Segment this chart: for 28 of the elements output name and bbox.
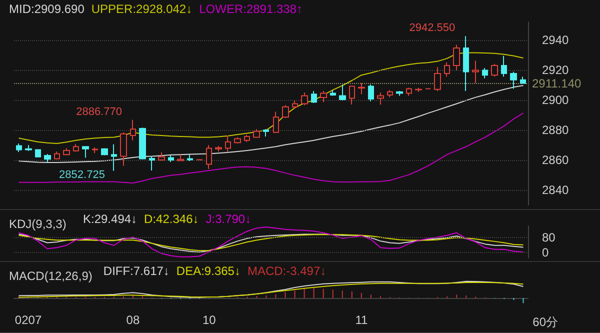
text: LOWER:2891.338↑ — [199, 2, 302, 16]
annotation: 2852.725 — [59, 168, 105, 181]
series-label: MACD:-3.497↓ — [247, 264, 326, 278]
y-tick-label: 2860 — [542, 153, 570, 167]
text: 60分 — [532, 315, 558, 329]
series-label: DIFF:7.617↓ — [103, 264, 170, 278]
y-tick-label: 2920 — [542, 63, 570, 77]
y-tick-label: 2840 — [542, 183, 570, 197]
y-tick-label: 2900 — [542, 93, 570, 107]
x-tick-label: 10 — [202, 313, 216, 327]
x-tick-label: 0207 — [14, 313, 42, 327]
y-tick-label: 2940 — [542, 33, 570, 47]
annotation: 2886.770 — [76, 106, 122, 118]
series-label: J:3.790↓ — [206, 212, 252, 226]
y-tick-label: 0 — [542, 246, 549, 260]
text: MID:2909.690 — [9, 2, 85, 16]
y-tick-label: 2880 — [542, 123, 570, 137]
y-tick-label: 80 — [542, 230, 556, 245]
annotation: 2942.550 — [409, 22, 456, 34]
x-tick-label: 08 — [126, 313, 140, 327]
ref-line-label: 2911.140 — [532, 76, 582, 90]
series-label: DEA:9.365↓ — [176, 264, 240, 278]
text: UPPER:2928.042↓ — [91, 2, 192, 16]
series-label: D:42.346↓ — [144, 212, 199, 226]
chart-title: MACD(12,26,9) — [9, 269, 92, 283]
x-tick-label: 11 — [355, 313, 368, 327]
chart-title: KDJ(9,3,3) — [9, 217, 66, 231]
series-label: K:29.494↓ — [83, 212, 138, 226]
